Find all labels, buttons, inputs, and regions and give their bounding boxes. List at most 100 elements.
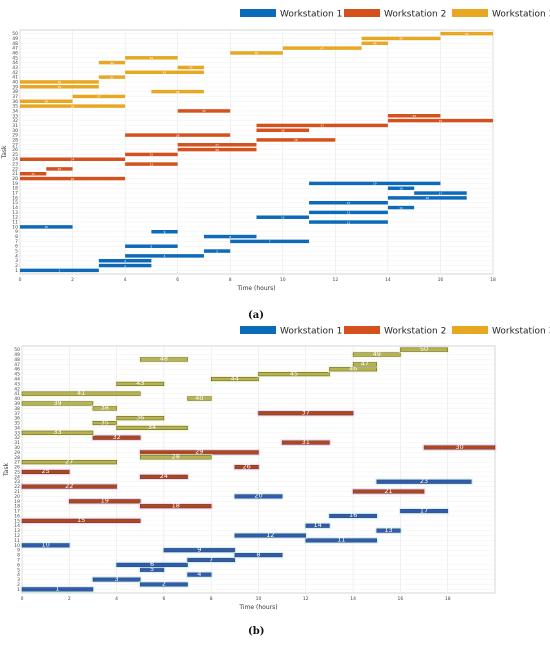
task-bar-label: 28 bbox=[294, 138, 298, 142]
y-tick-label: 42 bbox=[14, 386, 20, 392]
task-bar-label: 12 bbox=[281, 215, 285, 219]
task-bar-label: 26 bbox=[215, 148, 219, 152]
task-bar-label: 31 bbox=[320, 124, 324, 128]
task-bar-24 bbox=[140, 474, 188, 479]
y-tick-label: 39 bbox=[12, 84, 18, 90]
panel-tag-a: (a) bbox=[248, 310, 264, 321]
task-bar-10 bbox=[20, 225, 73, 229]
y-tick-label: 29 bbox=[12, 133, 18, 139]
task-bar-label: 14 bbox=[313, 521, 321, 529]
task-bar-47 bbox=[282, 46, 362, 50]
task-bar-label: 29 bbox=[195, 448, 203, 456]
task-bar-28 bbox=[140, 455, 212, 460]
y-tick-label: 24 bbox=[12, 157, 18, 163]
legend-label-ws3: Workstation 3 bbox=[492, 10, 550, 20]
y-tick-label: 7 bbox=[15, 239, 18, 245]
task-bar-label: 23 bbox=[420, 477, 428, 485]
task-bar-label: 3 bbox=[115, 575, 119, 583]
task-bar-48 bbox=[361, 41, 388, 46]
x-tick-label: 10 bbox=[256, 596, 262, 602]
y-tick-label: 32 bbox=[14, 435, 20, 441]
y-tick-label: 10 bbox=[14, 543, 20, 549]
y-tick-label: 23 bbox=[12, 162, 18, 168]
y-axis-title: Task bbox=[1, 145, 8, 159]
y-tick-label: 19 bbox=[14, 499, 20, 505]
task-bar-50 bbox=[400, 347, 448, 352]
task-bar-label: 10 bbox=[42, 541, 50, 549]
y-tick-label: 45 bbox=[14, 372, 20, 378]
task-bar-23 bbox=[125, 162, 178, 166]
task-bar-7 bbox=[230, 239, 310, 244]
y-tick-label: 4 bbox=[17, 572, 20, 578]
task-bar-7 bbox=[187, 557, 236, 563]
chart-panel-b: 0 2 4 6 8 10 12 14 16 181234567891011121314151617… bbox=[3, 345, 497, 611]
task-bar-1 bbox=[21, 587, 94, 592]
task-bar-13 bbox=[376, 528, 401, 533]
y-tick-label: 8 bbox=[15, 234, 18, 240]
task-bar-label: 25 bbox=[42, 467, 50, 475]
task-bar-label: 38 bbox=[176, 90, 180, 94]
y-tick-label: 49 bbox=[12, 36, 18, 42]
task-bar-9 bbox=[151, 229, 178, 234]
legend-label-ws2: Workstation 2 bbox=[384, 327, 446, 337]
task-bar-label: 20 bbox=[71, 177, 75, 181]
task-bar-label: 35 bbox=[101, 418, 109, 426]
task-bar-9 bbox=[163, 548, 236, 553]
legend-swatch-ws3 bbox=[452, 9, 488, 17]
y-tick-label: 36 bbox=[14, 416, 20, 422]
task-bar-label: 17 bbox=[420, 506, 428, 514]
y-axis-title: Task bbox=[3, 463, 10, 477]
task-bar-label: 13 bbox=[384, 526, 392, 534]
task-bar-label: 27 bbox=[215, 143, 219, 147]
y-tick-label: 5 bbox=[17, 567, 20, 573]
task-bar-33 bbox=[21, 430, 94, 435]
legend-label-ws3: Workstation 3 bbox=[492, 327, 550, 337]
task-bar-label: 5 bbox=[216, 249, 218, 253]
task-bar-label: 8 bbox=[256, 550, 260, 558]
task-bar-label: 16 bbox=[349, 511, 357, 519]
y-tick-label: 47 bbox=[14, 362, 20, 368]
task-bar-label: 30 bbox=[455, 443, 463, 451]
task-bar-31 bbox=[256, 123, 388, 128]
y-tick-label: 22 bbox=[14, 484, 20, 490]
task-bar-label: 11 bbox=[347, 220, 351, 224]
task-bar-label: 49 bbox=[399, 37, 403, 41]
task-bar-26 bbox=[177, 147, 257, 152]
task-bar-18 bbox=[387, 186, 415, 190]
task-bar-label: 32 bbox=[112, 433, 120, 441]
task-bar-label: 46 bbox=[255, 51, 259, 55]
y-tick-label: 44 bbox=[12, 60, 18, 66]
x-tick-label: 2 bbox=[68, 596, 71, 602]
task-bar-label: 48 bbox=[160, 355, 168, 363]
task-bar-12 bbox=[256, 215, 310, 219]
x-tick-label: 8 bbox=[229, 277, 232, 283]
y-tick-label: 28 bbox=[14, 455, 20, 461]
chart-panel-a: 0 2 4 6 8 10 12 14 16 181234567891011121314151617… bbox=[1, 29, 496, 292]
x-axis-title: Time (hours) bbox=[236, 285, 275, 292]
task-bar-34 bbox=[116, 425, 188, 430]
task-bar-15 bbox=[21, 518, 141, 523]
y-tick-label: 47 bbox=[12, 46, 18, 52]
task-bar-11 bbox=[309, 220, 388, 224]
task-bar-label: 39 bbox=[58, 85, 62, 89]
task-bar-1 bbox=[20, 268, 99, 273]
y-tick-label: 20 bbox=[14, 494, 20, 500]
y-tick-label: 32 bbox=[12, 118, 18, 124]
legend-swatch-ws2 bbox=[344, 9, 380, 17]
y-tick-label: 42 bbox=[12, 70, 18, 76]
y-tick-label: 26 bbox=[12, 147, 18, 153]
task-bar-50 bbox=[440, 31, 493, 36]
task-bar-35 bbox=[92, 421, 117, 426]
task-bar-label: 23 bbox=[150, 162, 154, 166]
x-tick-label: 16 bbox=[398, 596, 404, 602]
task-bar-label: 22 bbox=[65, 482, 73, 490]
y-tick-label: 21 bbox=[12, 171, 18, 177]
legend-panel-b: Workstation 1 Workstation 2 Workstation 3 bbox=[240, 326, 550, 337]
task-bar-27 bbox=[21, 460, 117, 465]
y-tick-label: 31 bbox=[14, 440, 20, 446]
y-tick-label: 18 bbox=[12, 186, 18, 192]
task-bar-label: 37 bbox=[97, 95, 101, 99]
task-bar-2 bbox=[140, 582, 188, 587]
y-tick-label: 43 bbox=[14, 381, 20, 387]
task-bar-20 bbox=[20, 176, 126, 181]
